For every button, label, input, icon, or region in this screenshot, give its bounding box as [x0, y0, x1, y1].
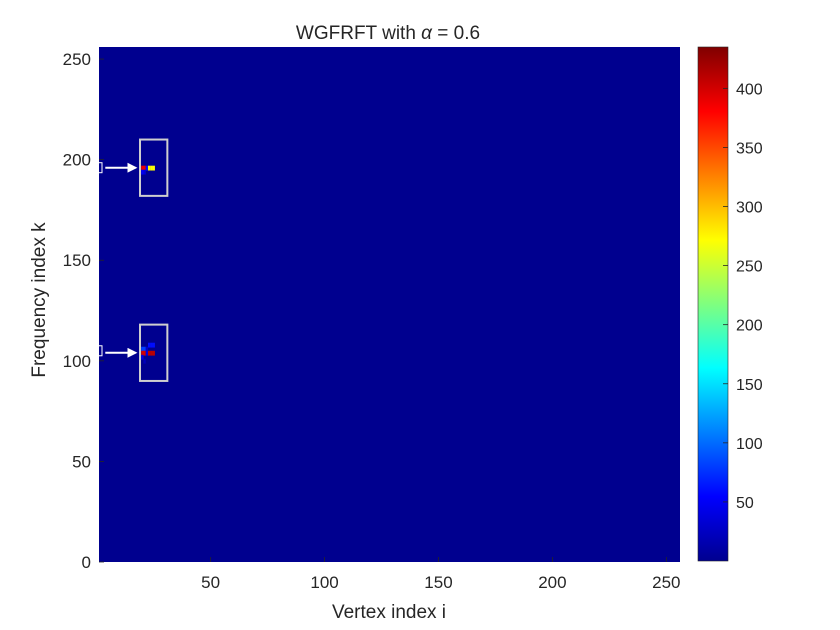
x-axis-title: Vertex index i	[332, 602, 446, 623]
heatmap-cell	[141, 354, 144, 360]
x-tick-label: 150	[424, 573, 452, 592]
heatmap-cell	[143, 165, 146, 171]
heatmap-cell	[145, 350, 149, 356]
y-tick-label: 0	[82, 553, 91, 572]
heatmap-cell	[141, 169, 144, 175]
colorbar-tick-label: 400	[736, 81, 763, 98]
heatmap-cell	[141, 346, 144, 352]
heatmap-cell	[147, 342, 151, 348]
colorbar-tick-label: 150	[736, 377, 763, 394]
highlight-box-group	[139, 138, 169, 382]
heatmap-cell	[145, 346, 149, 352]
heatmap-cell	[141, 350, 144, 356]
x-tick-label: 100	[310, 573, 338, 592]
heatmap-cell	[150, 350, 153, 356]
colorbar-tick-label: 250	[736, 259, 763, 276]
highlight-box	[139, 138, 169, 197]
x-tick-label: 50	[201, 573, 220, 592]
source-marker	[97, 345, 103, 357]
plot-area	[99, 47, 680, 562]
colorbar-tick-label: 100	[736, 436, 763, 453]
heatmap-cell	[152, 350, 155, 356]
heatmap-cell	[147, 350, 151, 356]
y-axis-ticks: 0 50 100 150 200 250	[63, 50, 104, 572]
heatmap-cell	[152, 165, 155, 171]
source-marker	[97, 162, 103, 174]
y-tick-label: 200	[63, 151, 91, 170]
x-tick-label: 200	[538, 573, 566, 592]
heatmap-cell	[143, 350, 146, 356]
colorbar-tick-label: 350	[736, 140, 763, 157]
heatmap-cell	[141, 165, 144, 171]
x-tick-label: 250	[652, 573, 680, 592]
heatmap-cell	[143, 169, 146, 175]
y-axis-title: Frequency index k	[29, 222, 50, 378]
arrow-group	[105, 162, 138, 358]
heatmap-cell	[152, 342, 155, 348]
colorbar-tick-label: 50	[736, 495, 754, 512]
chart-title: WGFRFT with α = 0.6	[296, 23, 480, 44]
heatmap-cell	[150, 165, 153, 171]
y-tick-label: 100	[63, 352, 91, 371]
y-tick-label: 250	[63, 50, 91, 69]
colorbar-tick-label: 200	[736, 318, 763, 335]
heatmap-cell	[145, 165, 149, 171]
x-axis-ticks: 50 100 150 200 250	[201, 557, 681, 592]
heatmap-cell	[143, 358, 146, 364]
y-tick-label: 50	[72, 452, 91, 471]
colorbar-tick-label: 300	[736, 200, 763, 217]
heatmap-cells	[141, 165, 155, 364]
marker-group	[97, 162, 103, 357]
heatmap-cell	[143, 346, 146, 352]
y-tick-label: 150	[63, 251, 91, 270]
heatmap-cell	[147, 165, 151, 171]
colorbar-ticks: 50 100 150 200 250 300 350 400	[723, 81, 763, 512]
colorbar	[697, 46, 729, 562]
highlight-box	[139, 323, 169, 382]
heatmap-cell	[150, 342, 153, 348]
